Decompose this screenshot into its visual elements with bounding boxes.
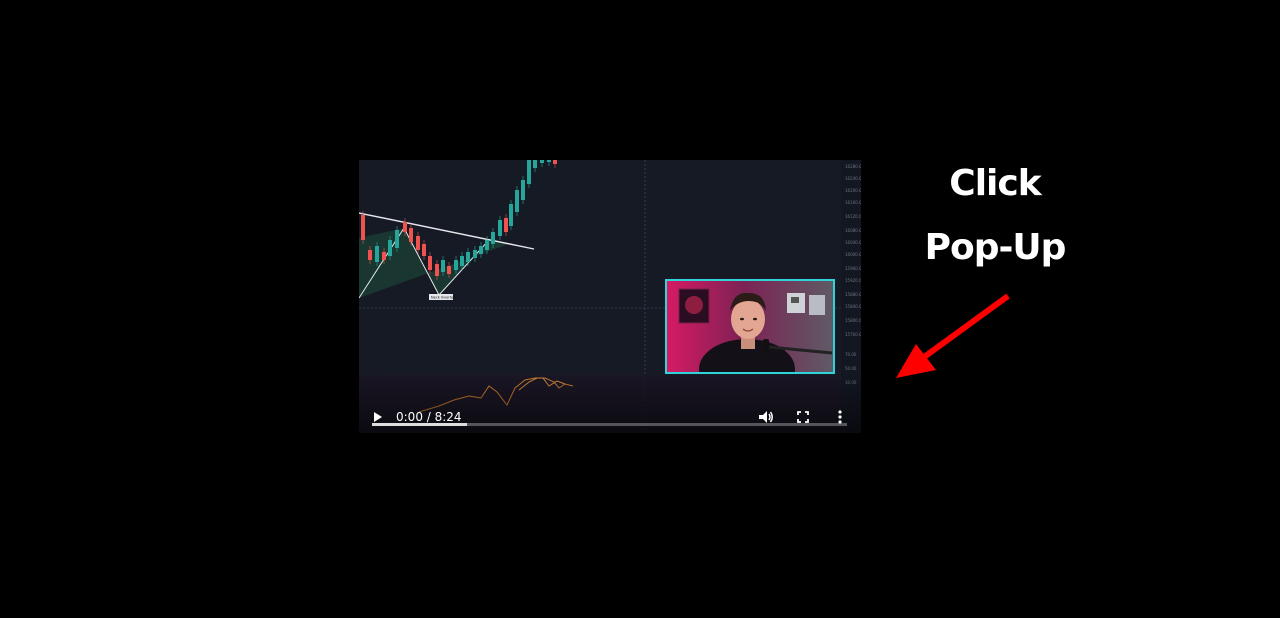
candle [388, 240, 392, 256]
candle [498, 220, 502, 236]
candle [553, 160, 557, 164]
svg-text:16040.0: 16040.0 [845, 240, 861, 245]
candle [447, 266, 451, 274]
candle [409, 228, 413, 242]
svg-text:16240.0: 16240.0 [845, 176, 861, 181]
candle [521, 180, 525, 200]
red-arrow-icon [896, 293, 1010, 378]
candle [466, 252, 470, 262]
candle [441, 260, 445, 272]
svg-text:16080.0: 16080.0 [845, 228, 861, 233]
candle [361, 215, 365, 240]
candle [509, 204, 513, 226]
candle [382, 252, 386, 260]
svg-text:15800.0: 15800.0 [845, 318, 861, 323]
progress-bar[interactable] [372, 423, 847, 426]
more-vertical-icon [838, 410, 842, 424]
svg-text:70.00: 70.00 [845, 352, 857, 357]
progress-bar-fill [372, 423, 467, 426]
video-player[interactable]: 16280.0 16240.0 16200.0 16160.0 16120.0 1608… [359, 160, 861, 433]
svg-text:50.00: 50.00 [845, 366, 857, 371]
more-options-button[interactable] [836, 408, 844, 426]
candle [504, 218, 508, 232]
candle [428, 256, 432, 270]
volume-button[interactable] [757, 408, 775, 426]
candle [479, 246, 483, 254]
play-icon [374, 412, 382, 422]
svg-text:15880.0: 15880.0 [845, 292, 861, 297]
svg-text:15840.0: 15840.0 [845, 304, 861, 309]
candle [460, 256, 464, 266]
time-display: 0:00 / 8:24 [396, 410, 462, 424]
candle [473, 250, 477, 258]
fullscreen-icon [797, 411, 809, 423]
click-label: Click [949, 163, 1041, 204]
candle [485, 240, 489, 250]
svg-text:16200.0: 16200.0 [845, 188, 861, 193]
candle [368, 250, 372, 260]
volume-icon [759, 411, 773, 423]
popup-label: Pop-Up [924, 227, 1067, 268]
fullscreen-button[interactable] [795, 409, 811, 425]
svg-text:16160.0: 16160.0 [845, 200, 861, 205]
chart-tag: Neck Inverted [431, 296, 456, 300]
candle [533, 160, 537, 168]
candle [395, 230, 399, 248]
candle [515, 190, 519, 212]
candle [403, 222, 407, 232]
candle [540, 160, 544, 163]
candle [422, 244, 426, 256]
svg-text:16120.0: 16120.0 [845, 214, 861, 219]
candle [416, 236, 420, 250]
webcam-person-image [667, 281, 833, 372]
candle [547, 160, 551, 162]
svg-text:15960.0: 15960.0 [845, 266, 861, 271]
svg-text:15920.0: 15920.0 [845, 278, 861, 283]
svg-text:15760.0: 15760.0 [845, 332, 861, 337]
svg-text:16280.0: 16280.0 [845, 164, 861, 169]
play-button[interactable] [371, 409, 385, 425]
candle [375, 246, 379, 262]
webcam-popup-video[interactable] [665, 279, 835, 374]
candle [454, 260, 458, 270]
svg-text:16000.0: 16000.0 [845, 252, 861, 257]
candle [435, 264, 439, 276]
candle [491, 232, 495, 244]
candle [527, 160, 531, 184]
